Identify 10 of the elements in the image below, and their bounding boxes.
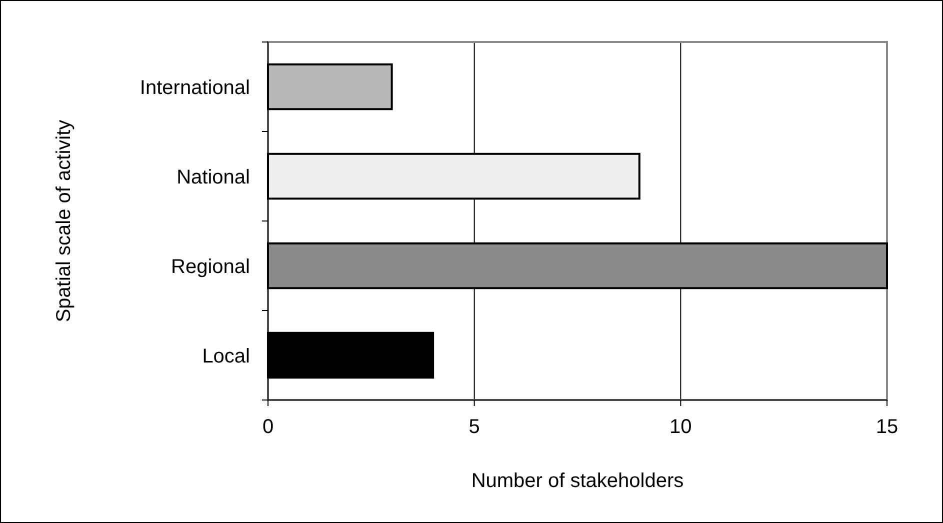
x-tick-label: 15 bbox=[876, 416, 898, 438]
y-tick-label: Local bbox=[202, 345, 250, 368]
x-tick-label: 10 bbox=[670, 416, 692, 438]
x-tick-label: 5 bbox=[468, 416, 480, 438]
y-tick-label: Regional bbox=[171, 256, 250, 278]
y-axis-title: Spatial scale of activity bbox=[53, 120, 75, 322]
y-tick-label: National bbox=[176, 166, 250, 188]
x-tick-label: 0 bbox=[262, 416, 274, 438]
y-tick-label: International bbox=[140, 76, 250, 99]
x-axis-title: Number of stakeholders bbox=[471, 470, 684, 492]
